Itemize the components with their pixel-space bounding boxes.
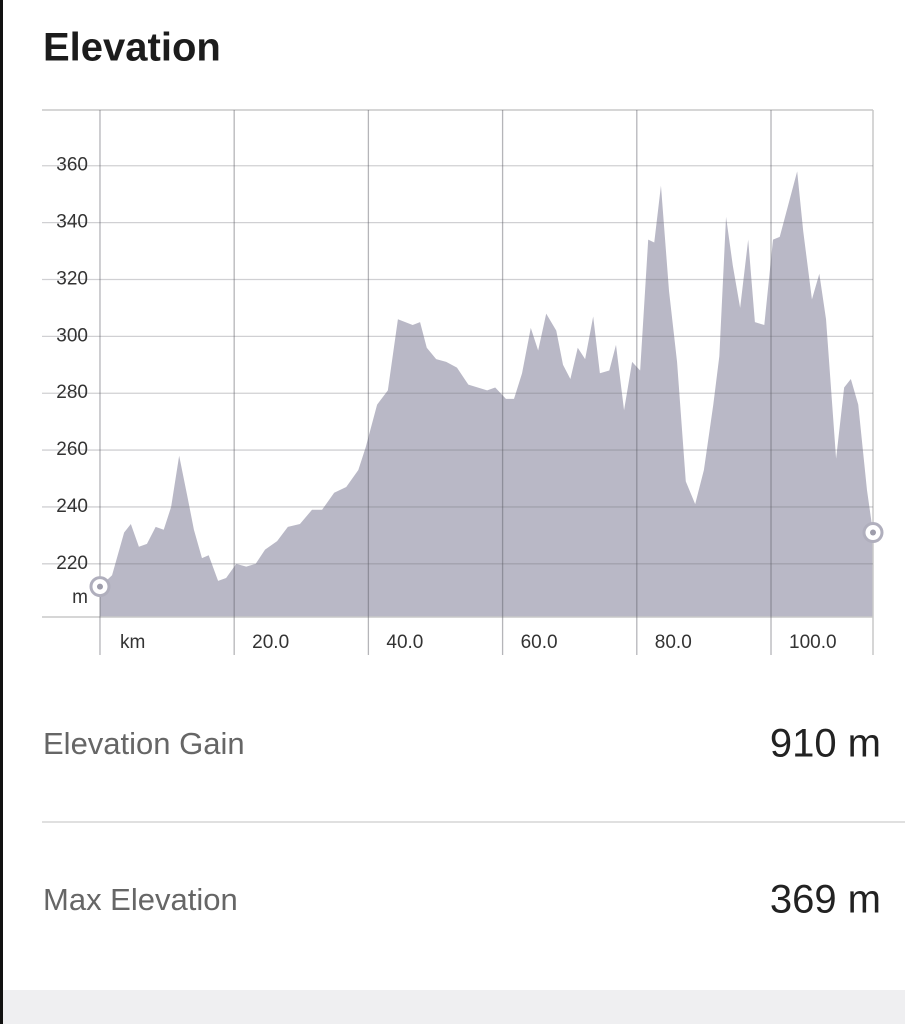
x-tick-label: 60.0	[521, 632, 558, 653]
x-tick-label: 20.0	[252, 632, 289, 653]
stat-label: Elevation Gain	[43, 726, 245, 761]
y-tick-label: 260	[56, 439, 88, 460]
x-tick-label: 100.0	[789, 632, 837, 653]
y-tick-label: 360	[56, 155, 88, 176]
footer-bar	[3, 990, 905, 1024]
title: Elevation	[43, 26, 221, 70]
y-tick-label: 240	[56, 496, 88, 517]
endpoint-dot	[870, 529, 876, 536]
endpoint-dot	[96, 583, 103, 590]
x-tick-label: 80.0	[655, 632, 692, 653]
y-tick-label: 300	[56, 325, 88, 346]
stat-label: Max Elevation	[43, 882, 238, 917]
left-edge	[0, 0, 3, 1024]
elevation-area	[99, 171, 873, 617]
x-tick-label: 40.0	[386, 632, 423, 653]
y-tick-label: 220	[56, 553, 88, 574]
y-tick-label: 320	[56, 268, 88, 289]
stat-value: 910 m	[770, 722, 881, 766]
stat-value: 369 m	[770, 878, 881, 922]
y-tick-label: 280	[56, 382, 88, 403]
y-tick-label: 340	[56, 212, 88, 233]
x-tick-label: km	[120, 632, 145, 653]
y-axis-label: m	[72, 587, 88, 608]
